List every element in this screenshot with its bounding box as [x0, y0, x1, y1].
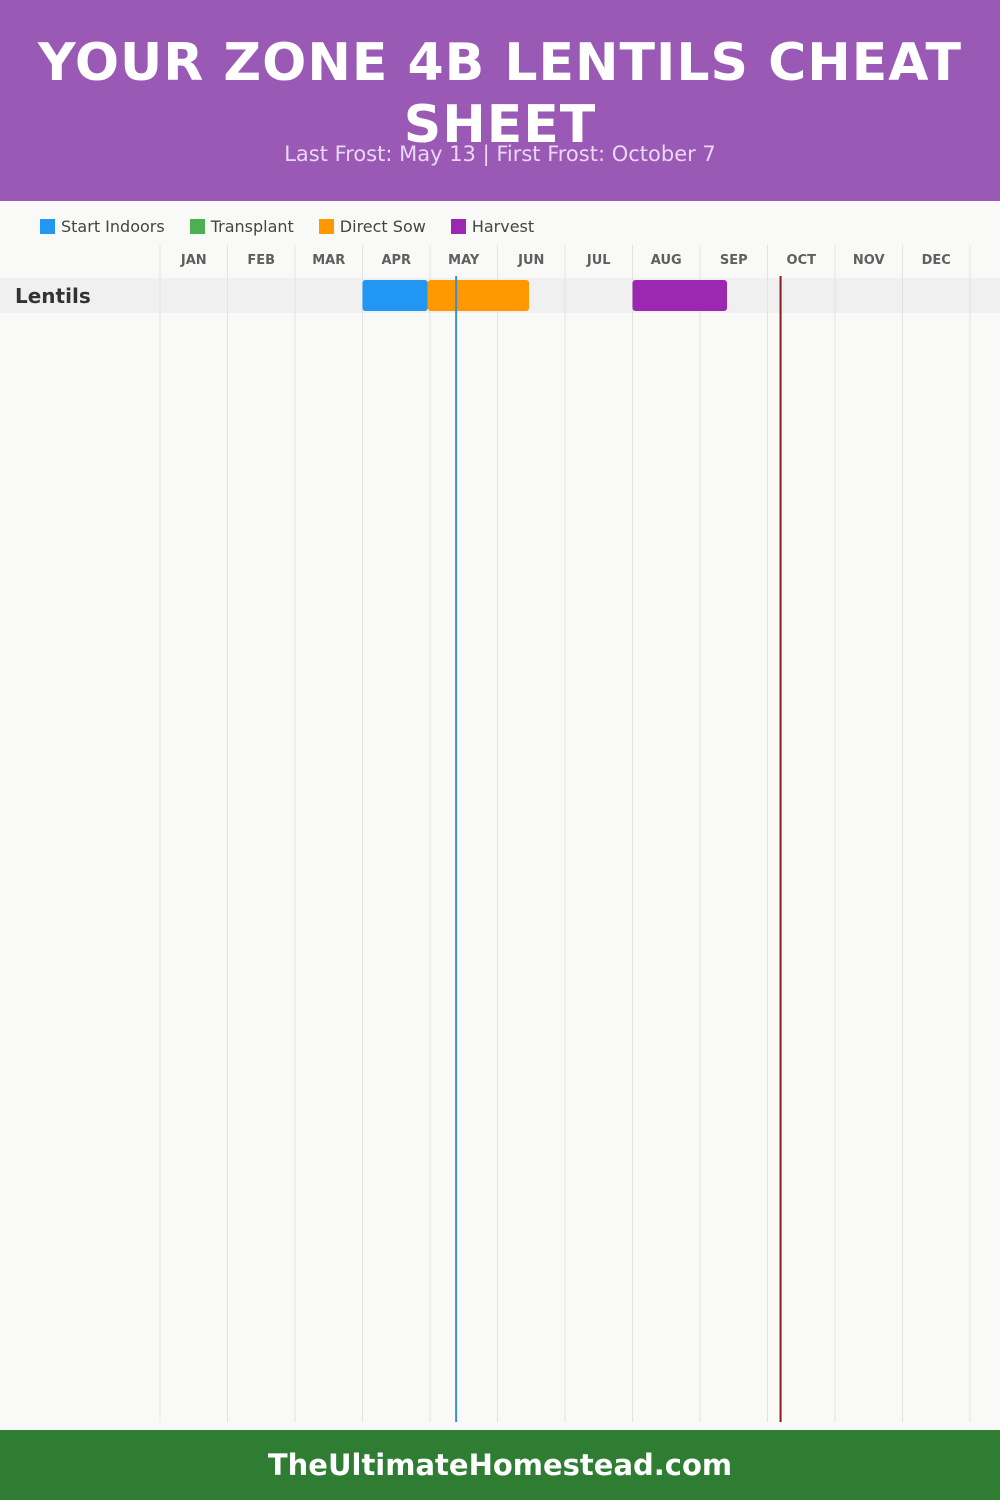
bar-start-indoors [362, 280, 428, 311]
bar-harvest [632, 280, 727, 311]
bar-direct-sow [427, 280, 529, 311]
month-label-apr: APR [381, 253, 411, 268]
legend-item-harvest: Harvest [450, 216, 535, 236]
legend-item-transplant: Transplant [189, 216, 294, 236]
month-label-mar: MAR [312, 253, 345, 268]
month-label-jul: JUL [586, 253, 611, 268]
legend-swatch [189, 218, 205, 234]
legend-item-start-indoors: Start Indoors [40, 217, 165, 236]
legend-label: Transplant [210, 216, 294, 236]
month-label-dec: DEC [922, 253, 951, 268]
month-label-feb: FEB [247, 253, 275, 268]
month-label-sep: SEP [720, 253, 748, 268]
month-label-jun: JUN [517, 253, 544, 268]
legend-label: Start Indoors [61, 216, 165, 236]
month-label-jan: JAN [180, 253, 207, 268]
legend-label: Harvest [471, 216, 535, 236]
legend-item-direct-sow: Direct Sow [318, 216, 426, 236]
month-label-oct: OCT [787, 253, 817, 268]
legend-swatch [40, 218, 55, 234]
planting-calendar-chart: JAN FEB MAR APR MAY JUN JUL AUG SEP OCT NOV DEC Lent… [15, 245, 971, 1422]
site-url: TheUltimateHomestead.com [267, 1448, 733, 1482]
legend-swatch [318, 218, 334, 234]
legend-label: Direct Sow [339, 216, 426, 236]
frost-dates-subtitle: Last Frost: May 13 | First Frost: Octobe… [284, 142, 716, 166]
month-label-aug: AUG [651, 253, 682, 268]
chart-legend: Start Indoors Transplant Direct Sow Harvest [40, 214, 559, 238]
legend-swatch [450, 218, 466, 234]
header-banner: YOUR ZONE 4B LENTILS CHEAT SHEET Last Fr… [0, 0, 1000, 201]
month-label-may: MAY [448, 253, 480, 268]
crop-label: Lentils [15, 284, 91, 308]
page-title: YOUR ZONE 4B LENTILS CHEAT SHEET [38, 33, 962, 155]
footer-banner: TheUltimateHomestead.com [0, 1430, 1000, 1500]
month-label-nov: NOV [853, 253, 885, 268]
